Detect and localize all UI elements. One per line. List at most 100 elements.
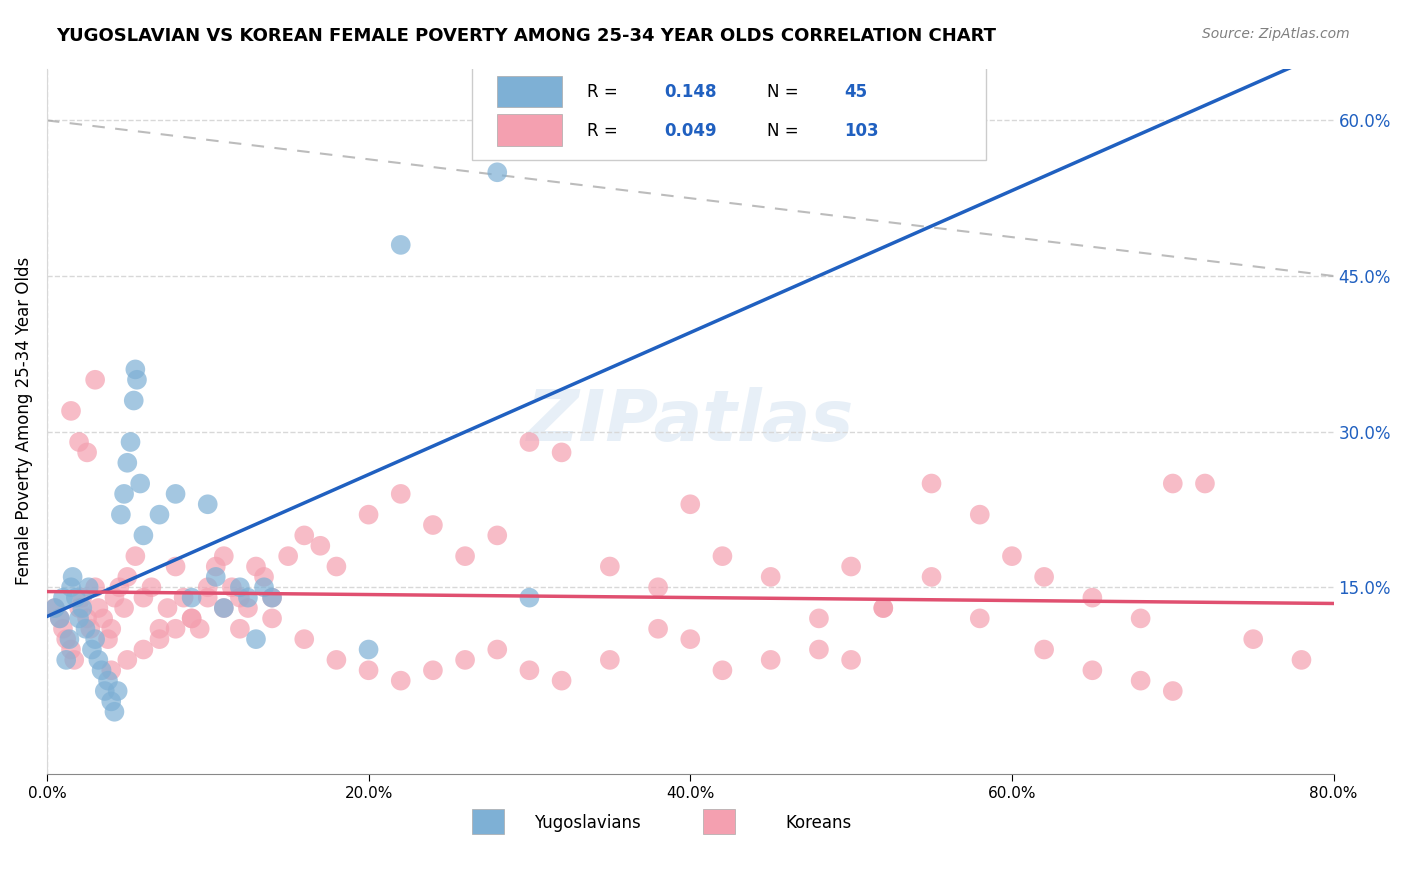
Point <box>132 591 155 605</box>
Text: 0.148: 0.148 <box>665 83 717 101</box>
Point <box>129 476 152 491</box>
Point <box>357 663 380 677</box>
Point <box>236 591 259 605</box>
Point <box>921 476 943 491</box>
Point <box>52 622 75 636</box>
Point <box>1241 632 1264 647</box>
Point <box>148 632 170 647</box>
Point <box>180 611 202 625</box>
Point <box>309 539 332 553</box>
Point <box>292 632 315 647</box>
Text: 45: 45 <box>845 83 868 101</box>
Point <box>49 611 72 625</box>
Point <box>180 591 202 605</box>
Point <box>60 580 83 594</box>
Point <box>132 642 155 657</box>
Point <box>103 705 125 719</box>
Point <box>112 487 135 501</box>
Point <box>72 601 94 615</box>
Point <box>100 663 122 677</box>
Point <box>148 622 170 636</box>
Text: N =: N = <box>768 121 804 140</box>
Point <box>1033 642 1056 657</box>
Point <box>84 632 107 647</box>
Point <box>389 238 412 252</box>
Point <box>454 653 477 667</box>
Point <box>173 591 195 605</box>
Point <box>1001 549 1024 563</box>
Point <box>647 622 669 636</box>
Point <box>110 508 132 522</box>
Point <box>357 508 380 522</box>
Point <box>1129 673 1152 688</box>
Point <box>807 642 830 657</box>
Point <box>80 642 103 657</box>
Point <box>245 632 267 647</box>
Point <box>253 580 276 594</box>
Point <box>872 601 894 615</box>
Point <box>72 591 94 605</box>
Point <box>357 642 380 657</box>
Point <box>84 373 107 387</box>
Point <box>67 601 90 615</box>
Point <box>292 528 315 542</box>
Point <box>486 165 509 179</box>
Point <box>872 601 894 615</box>
Point <box>599 653 621 667</box>
Point <box>112 601 135 615</box>
Point <box>52 591 75 605</box>
Point <box>679 632 702 647</box>
Text: ZIPatlas: ZIPatlas <box>527 387 853 456</box>
Point <box>117 456 139 470</box>
Point <box>55 653 77 667</box>
Point <box>156 601 179 615</box>
Point <box>599 559 621 574</box>
Point <box>67 611 90 625</box>
Point <box>1129 611 1152 625</box>
Point <box>91 611 114 625</box>
Point <box>122 393 145 408</box>
Point <box>1291 653 1313 667</box>
Point <box>165 487 187 501</box>
Point <box>759 570 782 584</box>
Point <box>221 580 243 594</box>
Point <box>87 653 110 667</box>
Point <box>325 653 347 667</box>
Point <box>807 611 830 625</box>
Bar <box>703 809 735 834</box>
Point <box>107 684 129 698</box>
Point <box>117 653 139 667</box>
Point <box>58 632 80 647</box>
Point <box>141 580 163 594</box>
Text: Source: ZipAtlas.com: Source: ZipAtlas.com <box>1202 27 1350 41</box>
Point <box>212 601 235 615</box>
Point <box>550 445 572 459</box>
Point <box>839 559 862 574</box>
Point <box>519 435 541 450</box>
Point <box>77 580 100 594</box>
Point <box>65 591 87 605</box>
Point <box>204 570 226 584</box>
Point <box>103 591 125 605</box>
Point <box>97 673 120 688</box>
Point <box>125 373 148 387</box>
Point <box>759 653 782 667</box>
Point <box>180 611 202 625</box>
Point <box>550 673 572 688</box>
Point <box>229 591 252 605</box>
Point <box>44 601 66 615</box>
Point <box>87 601 110 615</box>
Point <box>165 559 187 574</box>
Point <box>969 508 991 522</box>
Text: Yugoslavians: Yugoslavians <box>534 814 641 832</box>
Point <box>679 497 702 511</box>
Point <box>60 642 83 657</box>
Point <box>262 591 284 605</box>
Point <box>132 528 155 542</box>
Point <box>188 622 211 636</box>
Point <box>253 570 276 584</box>
Point <box>197 580 219 594</box>
Point <box>969 611 991 625</box>
Point <box>97 632 120 647</box>
Point <box>63 653 86 667</box>
